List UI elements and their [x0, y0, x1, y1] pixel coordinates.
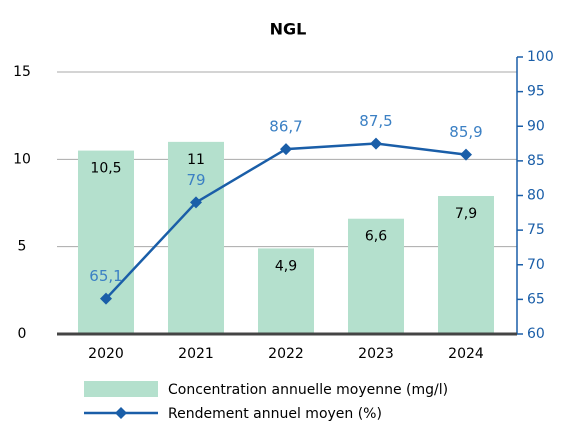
bar [438, 196, 494, 334]
bar-value-label: 6,6 [365, 229, 387, 245]
y2-tick-label: 80 [527, 188, 545, 204]
line-marker [280, 143, 292, 156]
line-value-label: 65,1 [89, 267, 122, 285]
y-tick-label: 0 [18, 326, 27, 342]
y2-tick-label: 100 [527, 49, 554, 65]
line-marker [370, 137, 382, 150]
line-value-label: 85,9 [449, 123, 482, 141]
y2-tick-label: 65 [527, 291, 545, 307]
y-tick-label: 5 [18, 239, 27, 255]
line-marker [190, 196, 202, 209]
x-tick-label: 2022 [268, 346, 304, 362]
x-tick-label: 2021 [178, 346, 214, 362]
bar [348, 218, 404, 334]
x-tick-label: 2020 [88, 346, 124, 362]
bar [78, 150, 134, 334]
y-tick-label: 10 [13, 151, 31, 167]
bar-value-label: 4,9 [275, 258, 297, 274]
legend-label: Rendement annuel moyen (%) [168, 406, 382, 422]
legend-label: Concentration annuelle moyenne (mg/l) [168, 382, 448, 398]
y2-tick-label: 90 [527, 118, 545, 134]
bar-value-label: 10,5 [90, 161, 121, 177]
bar-value-label: 11 [187, 152, 205, 168]
line-value-label: 87,5 [359, 112, 392, 130]
y2-tick-label: 95 [527, 84, 545, 100]
y2-tick-label: 70 [527, 257, 545, 273]
x-tick-label: 2023 [358, 346, 394, 362]
y2-tick-label: 85 [527, 153, 545, 169]
y2-tick-label: 60 [527, 326, 545, 342]
bar [258, 248, 314, 334]
line-marker [100, 292, 112, 305]
legend-marker [115, 407, 127, 419]
y-tick-label: 15 [13, 64, 31, 80]
bar [168, 141, 224, 334]
chart-title: NGL [270, 20, 307, 39]
x-tick-label: 2024 [448, 346, 484, 362]
legend-swatch [84, 381, 158, 397]
line-marker [460, 148, 472, 161]
line-value-label: 79 [186, 171, 205, 189]
bar-value-label: 7,9 [455, 206, 477, 222]
line-value-label: 86,7 [269, 118, 302, 136]
y2-tick-label: 75 [527, 222, 545, 238]
